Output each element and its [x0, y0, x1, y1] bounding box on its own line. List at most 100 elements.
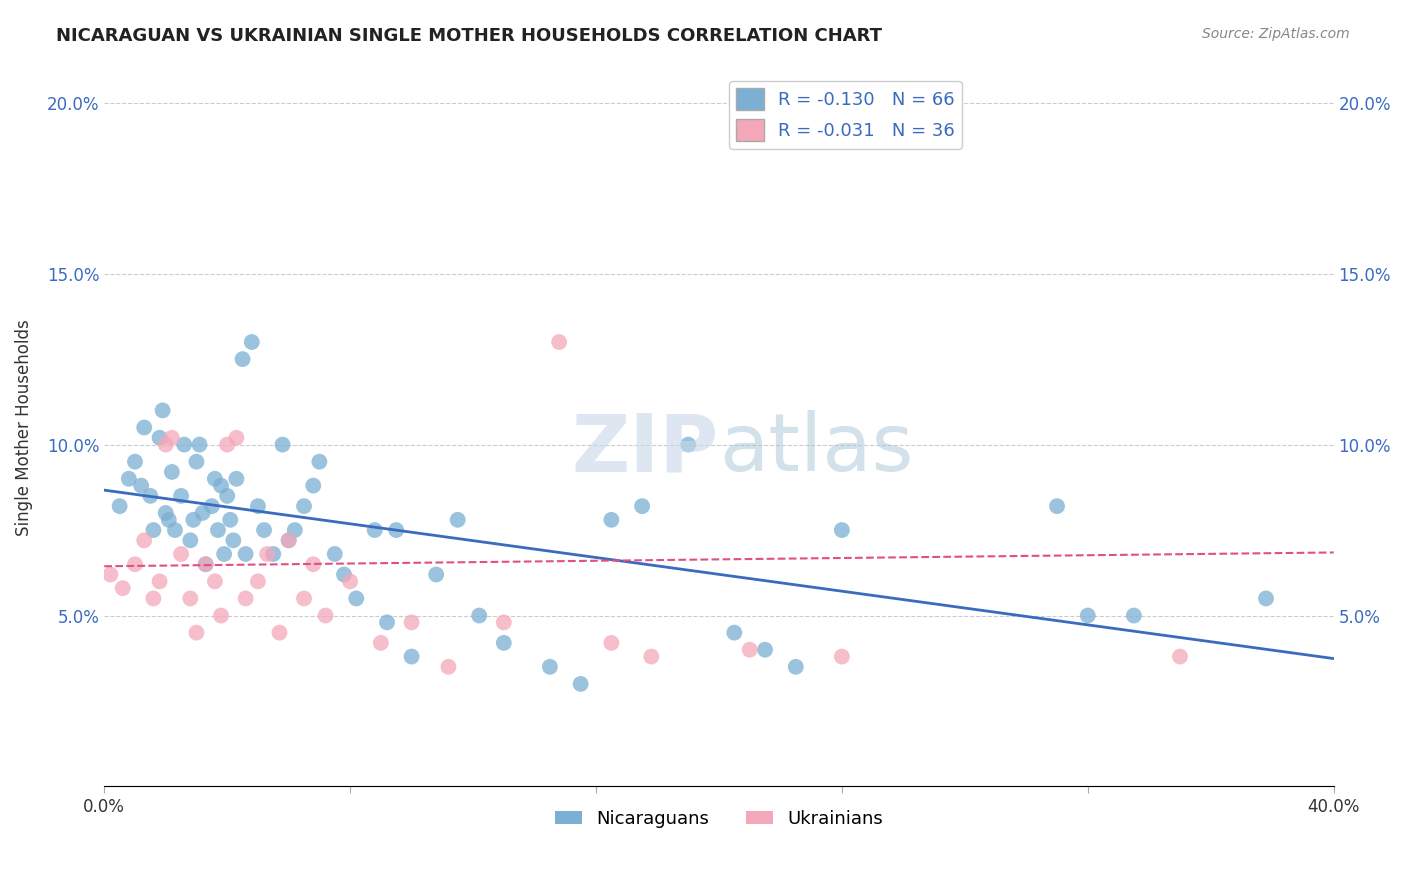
Ukrainians — [738, 642, 761, 657]
Nicaraguans — [292, 499, 315, 513]
Nicaraguans — [170, 489, 193, 503]
Ukrainians — [277, 533, 299, 548]
Ukrainians — [124, 558, 146, 572]
Ukrainians — [600, 636, 623, 650]
Nicaraguans — [173, 437, 195, 451]
Nicaraguans — [468, 608, 491, 623]
Ukrainians — [142, 591, 165, 606]
Nicaraguans — [191, 506, 214, 520]
Nicaraguans — [785, 660, 807, 674]
Nicaraguans — [676, 437, 699, 451]
Nicaraguans — [277, 533, 299, 548]
Nicaraguans — [157, 513, 180, 527]
Ukrainians — [155, 437, 177, 451]
Nicaraguans — [600, 513, 623, 527]
Nicaraguans — [209, 478, 232, 492]
Nicaraguans — [262, 547, 284, 561]
Nicaraguans — [152, 403, 174, 417]
Nicaraguans — [217, 489, 239, 503]
Ukrainians — [302, 558, 325, 572]
Nicaraguans — [401, 649, 423, 664]
Nicaraguans — [1046, 499, 1069, 513]
Ukrainians — [492, 615, 515, 630]
Ukrainians — [235, 591, 257, 606]
Nicaraguans — [333, 567, 356, 582]
Nicaraguans — [134, 420, 156, 434]
Ukrainians — [246, 574, 269, 589]
Nicaraguans — [385, 523, 408, 537]
Nicaraguans — [124, 455, 146, 469]
Nicaraguans — [108, 499, 131, 513]
Nicaraguans — [118, 472, 141, 486]
Nicaraguans — [155, 506, 177, 520]
Nicaraguans — [222, 533, 245, 548]
Nicaraguans — [183, 513, 205, 527]
Ukrainians — [437, 660, 460, 674]
Ukrainians — [186, 625, 208, 640]
Nicaraguans — [1122, 608, 1144, 623]
Text: ZIP: ZIP — [572, 410, 718, 488]
Nicaraguans — [723, 625, 745, 640]
Nicaraguans — [492, 636, 515, 650]
Nicaraguans — [235, 547, 257, 561]
Nicaraguans — [271, 437, 294, 451]
Ukrainians — [401, 615, 423, 630]
Nicaraguans — [302, 478, 325, 492]
Ukrainians — [370, 636, 392, 650]
Text: Source: ZipAtlas.com: Source: ZipAtlas.com — [1202, 27, 1350, 41]
Nicaraguans — [1077, 608, 1099, 623]
Nicaraguans — [1254, 591, 1277, 606]
Nicaraguans — [364, 523, 387, 537]
Nicaraguans — [232, 352, 254, 367]
Nicaraguans — [139, 489, 162, 503]
Ukrainians — [846, 95, 869, 110]
Ukrainians — [292, 591, 315, 606]
Nicaraguans — [831, 523, 853, 537]
Nicaraguans — [631, 499, 654, 513]
Ukrainians — [148, 574, 170, 589]
Ukrainians — [204, 574, 226, 589]
Nicaraguans — [142, 523, 165, 537]
Nicaraguans — [284, 523, 307, 537]
Ukrainians — [1168, 649, 1191, 664]
Nicaraguans — [308, 455, 330, 469]
Nicaraguans — [201, 499, 224, 513]
Nicaraguans — [225, 472, 247, 486]
Nicaraguans — [375, 615, 398, 630]
Ukrainians — [315, 608, 337, 623]
Text: atlas: atlas — [718, 410, 914, 488]
Ukrainians — [256, 547, 278, 561]
Nicaraguans — [160, 465, 183, 479]
Ukrainians — [170, 547, 193, 561]
Nicaraguans — [425, 567, 447, 582]
Nicaraguans — [344, 591, 367, 606]
Ukrainians — [831, 649, 853, 664]
Nicaraguans — [754, 642, 776, 657]
Nicaraguans — [253, 523, 276, 537]
Ukrainians — [217, 437, 239, 451]
Nicaraguans — [240, 334, 263, 349]
Ukrainians — [179, 591, 201, 606]
Ukrainians — [100, 567, 122, 582]
Ukrainians — [160, 431, 183, 445]
Ukrainians — [269, 625, 291, 640]
Nicaraguans — [163, 523, 186, 537]
Ukrainians — [194, 558, 217, 572]
Y-axis label: Single Mother Households: Single Mother Households — [15, 319, 32, 536]
Text: NICARAGUAN VS UKRAINIAN SINGLE MOTHER HOUSEHOLDS CORRELATION CHART: NICARAGUAN VS UKRAINIAN SINGLE MOTHER HO… — [56, 27, 882, 45]
Nicaraguans — [447, 513, 470, 527]
Ukrainians — [111, 581, 134, 595]
Nicaraguans — [212, 547, 235, 561]
Nicaraguans — [207, 523, 229, 537]
Ukrainians — [548, 334, 571, 349]
Nicaraguans — [204, 472, 226, 486]
Nicaraguans — [148, 431, 170, 445]
Nicaraguans — [323, 547, 346, 561]
Legend: Nicaraguans, Ukrainians: Nicaraguans, Ukrainians — [548, 803, 890, 835]
Ukrainians — [209, 608, 232, 623]
Nicaraguans — [179, 533, 201, 548]
Ukrainians — [339, 574, 361, 589]
Nicaraguans — [188, 437, 211, 451]
Nicaraguans — [569, 677, 592, 691]
Nicaraguans — [538, 660, 561, 674]
